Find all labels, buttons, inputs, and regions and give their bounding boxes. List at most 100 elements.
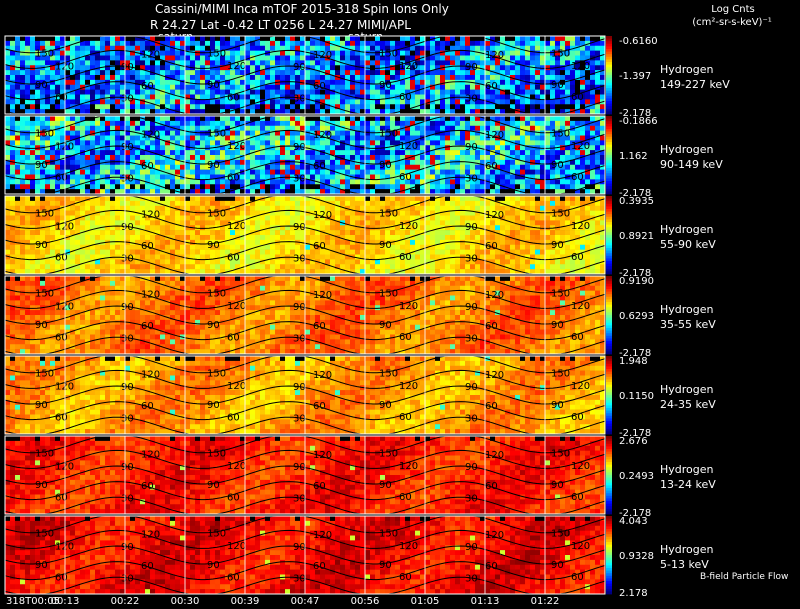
heat-cell <box>245 174 251 180</box>
heat-cell <box>60 75 66 81</box>
heat-cell <box>170 75 176 81</box>
heat-cell <box>190 40 196 47</box>
heat-cell <box>245 65 251 71</box>
heat-cell <box>265 230 271 236</box>
heat-cell <box>15 84 21 90</box>
heat-cell <box>25 89 31 95</box>
heat-cell <box>45 264 51 270</box>
heat-cell <box>260 264 266 270</box>
heat-cell <box>320 79 326 86</box>
heat-cell <box>135 55 141 61</box>
heat-cell <box>40 235 46 241</box>
heat-cell <box>250 259 256 265</box>
heat-cell <box>310 99 316 105</box>
heat-cell <box>150 215 156 221</box>
heat-cell <box>10 145 16 151</box>
heat-cell <box>160 179 166 185</box>
heat-cell <box>155 235 161 241</box>
heat-cell <box>290 184 296 190</box>
heat-cell <box>70 174 76 180</box>
heat-cell <box>540 84 546 90</box>
heat-cell <box>500 174 506 180</box>
heat-cell <box>135 189 141 195</box>
contour-label: 120 <box>399 141 418 152</box>
heat-cell <box>520 140 526 146</box>
heat-cell <box>290 179 296 185</box>
heat-cell <box>170 79 176 86</box>
heat-cell <box>180 179 186 185</box>
heat-cell <box>15 179 21 185</box>
heat-cell <box>245 60 251 66</box>
heat-cell <box>535 135 541 141</box>
heat-cell <box>595 130 601 136</box>
heat-cell <box>90 269 96 275</box>
heat-cell <box>295 210 301 216</box>
heat-cell <box>375 60 381 66</box>
heat-cell <box>70 79 76 86</box>
heat-cell <box>495 60 501 66</box>
heat-cell <box>80 120 86 127</box>
heat-cell <box>265 200 271 207</box>
heat-cell <box>145 225 151 231</box>
heat-cell <box>40 55 46 61</box>
heat-cell <box>315 155 321 161</box>
heat-cell <box>145 140 151 146</box>
heat-cell <box>205 196 211 202</box>
heat-cell <box>280 210 286 216</box>
heat-cell <box>360 109 366 115</box>
heat-cell <box>75 45 81 51</box>
heat-cell <box>390 75 396 81</box>
heat-cell <box>110 84 116 90</box>
heat-cell <box>350 84 356 90</box>
heat-cell <box>55 155 61 161</box>
heat-cell <box>315 84 321 90</box>
heat-cell <box>430 145 436 151</box>
heat-cell <box>55 50 61 56</box>
heat-cell <box>245 150 251 156</box>
heat-cell <box>255 145 261 151</box>
heat-cell <box>5 60 11 66</box>
heat-cell <box>30 225 36 231</box>
heat-cell <box>100 116 106 122</box>
heat-cell <box>275 189 281 195</box>
heat-cell <box>325 60 331 66</box>
heat-cell <box>205 205 211 211</box>
heat-cell <box>50 210 56 216</box>
heat-cell <box>420 164 426 170</box>
contour-label: 90 <box>293 62 306 73</box>
heat-cell <box>320 179 326 185</box>
heat-cell <box>20 205 26 211</box>
heat-cell <box>275 84 281 90</box>
heat-cell <box>235 109 241 115</box>
heat-cell <box>495 159 501 166</box>
heat-cell <box>130 244 136 250</box>
heat-cell <box>125 70 131 76</box>
heat-cell <box>295 104 301 110</box>
heat-cell <box>580 94 586 100</box>
heat-cell <box>230 196 236 202</box>
heat-cell <box>485 89 491 95</box>
heat-cell <box>120 235 126 241</box>
heat-cell <box>435 164 441 170</box>
contour-label: 60 <box>141 161 154 172</box>
heat-cell <box>185 40 191 47</box>
heat-cell <box>580 99 586 105</box>
heat-cell <box>370 125 376 131</box>
heat-cell <box>100 244 106 250</box>
heat-cell <box>75 94 81 100</box>
heat-cell <box>455 75 461 81</box>
heat-cell <box>565 36 571 42</box>
heat-cell <box>290 89 296 95</box>
heat-cell <box>230 159 236 166</box>
heat-cell <box>335 79 341 86</box>
heat-cell <box>290 79 296 86</box>
heat-cell <box>560 94 566 100</box>
heat-cell <box>140 235 146 241</box>
heat-cell <box>235 169 241 175</box>
heat-cell <box>450 189 456 195</box>
heat-cell <box>15 75 21 81</box>
heat-cell <box>90 75 96 81</box>
heat-cell <box>130 254 136 260</box>
heat-cell <box>585 55 591 61</box>
heat-cell <box>565 79 571 86</box>
